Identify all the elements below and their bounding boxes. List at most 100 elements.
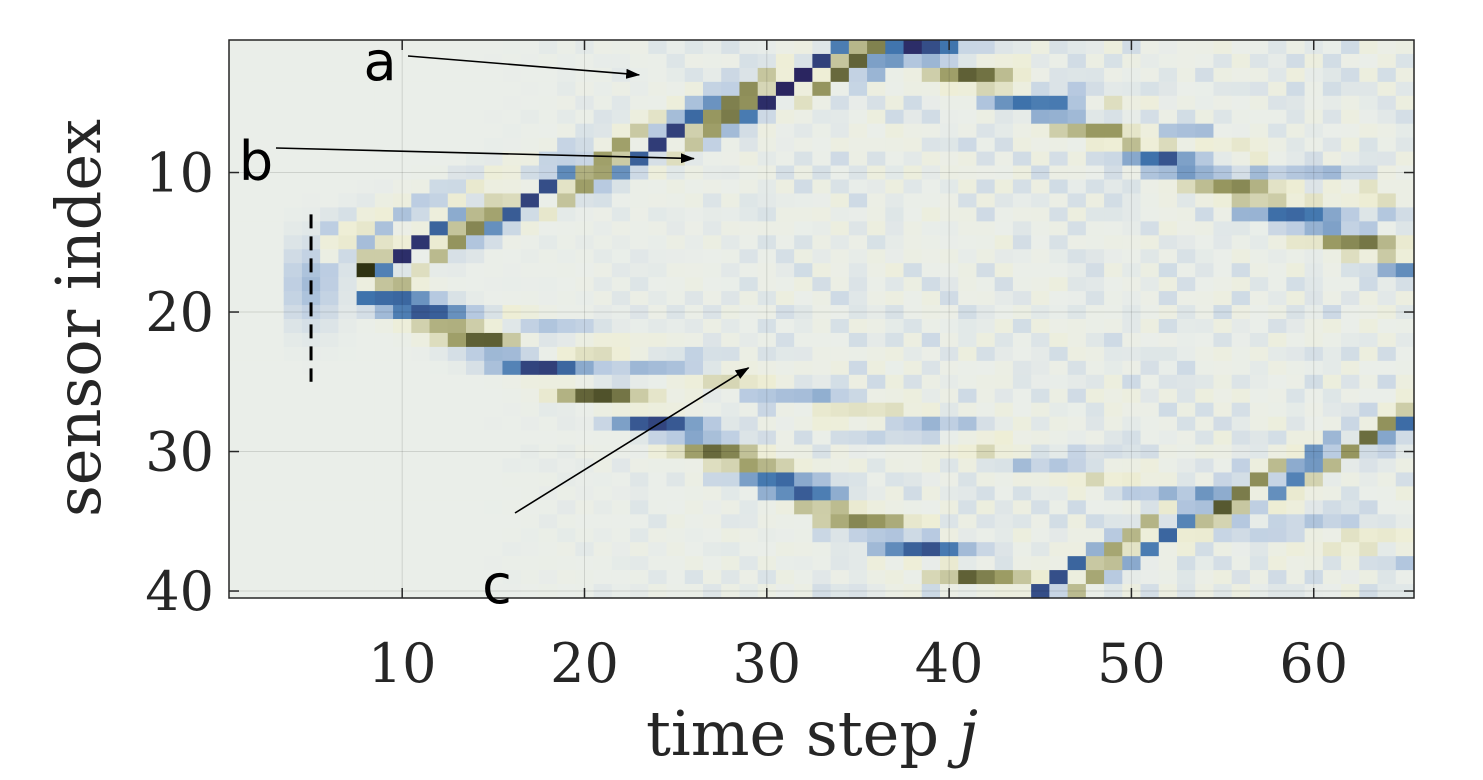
heatmap-cell [958,263,978,278]
heatmap-cell [994,570,1014,585]
heatmap-cell [1304,193,1324,208]
heatmap-cell [1377,332,1397,348]
heatmap-cell [1085,235,1105,250]
heatmap-cell [867,165,886,181]
heatmap-cell [538,235,558,250]
heatmap-cell [1104,277,1123,292]
heatmap-cell [393,123,412,139]
heatmap-cell [1140,249,1160,264]
heatmap-cell [1377,542,1397,557]
heatmap-cell [848,542,868,557]
heatmap-cell [1177,67,1196,83]
heatmap-cell [520,221,540,236]
heatmap-cell [502,81,522,97]
heatmap-cell [265,40,285,55]
heatmap-cell [593,514,613,529]
heatmap-cell [830,151,850,167]
heatmap-cell [265,249,285,264]
heatmap-cell [1104,95,1123,111]
heatmap-cell [921,137,941,153]
heatmap-cell [1231,528,1251,543]
heatmap-cell [611,500,631,515]
heatmap-cell [429,542,449,557]
heatmap-cell [885,332,905,348]
heatmap-cell [320,360,339,376]
heatmap-cell [466,570,485,585]
heatmap-cell [921,207,941,222]
heatmap-cell [393,193,412,208]
heatmap-cell [885,472,905,487]
heatmap-cell [921,235,941,250]
heatmap-cell [247,584,267,599]
heatmap-cell [374,500,394,515]
heatmap-cell [538,221,558,236]
heatmap-cell [265,584,285,599]
heatmap-cell [1268,388,1287,404]
heatmap-cell [411,123,431,139]
heatmap-cell [1104,584,1123,599]
heatmap-cell [994,263,1014,278]
heatmap-cell [684,221,704,236]
heatmap-cell [921,109,941,125]
heatmap-cell [958,360,978,376]
heatmap-cell [1067,165,1087,181]
heatmap-cell [812,277,832,292]
heatmap-cell [812,221,832,236]
heatmap-cell [1158,570,1178,585]
heatmap-cell [1341,40,1360,55]
heatmap-cell [1249,319,1269,334]
heatmap-cell [739,332,759,348]
heatmap-cell [484,402,504,418]
heatmap-cell [1249,402,1269,418]
heatmap-cell [466,360,485,376]
heatmap-cell [739,360,759,376]
heatmap-cell [1231,486,1251,501]
heatmap-cell [557,444,576,460]
heatmap-cell [903,332,923,348]
heatmap-cell [1268,67,1287,83]
heatmap-cell [739,388,759,404]
heatmap-cell [1085,332,1105,348]
heatmap-cell [940,319,959,334]
heatmap-cell [848,584,868,599]
heatmap-cell [867,570,886,585]
heatmap-cell [538,40,558,55]
heatmap-cell [940,472,959,487]
heatmap-cell [958,291,978,306]
heatmap-cell [283,179,303,195]
heatmap-cell [611,514,631,529]
heatmap-cell [229,193,248,208]
heatmap-cell [466,444,485,460]
heatmap-cell [466,528,485,543]
heatmap-cell [1395,179,1415,195]
heatmap-cell [356,388,376,404]
heatmap-cell [1395,81,1415,97]
heatmap-cell [1377,179,1397,195]
heatmap-cell [557,95,576,111]
heatmap-cell [940,67,959,83]
heatmap-cell [721,151,741,167]
heatmap-cell [502,137,522,153]
heatmap-cell [429,332,449,348]
heatmap-cell [466,584,485,599]
heatmap-cell [775,542,795,557]
heatmap-cell [648,305,668,320]
heatmap-cell [1049,165,1069,181]
heatmap-cell [575,291,595,306]
heatmap-cell [1304,402,1324,418]
heatmap-cell [684,542,704,557]
heatmap-cell [794,40,813,55]
heatmap-cell [557,346,576,362]
heatmap-cell [429,193,449,208]
heatmap-cell [812,95,832,111]
heatmap-cell [484,67,504,83]
heatmap-cell [848,500,868,515]
heatmap-cell [867,249,886,264]
heatmap-cell [320,430,339,446]
heatmap-cell [502,305,522,320]
heatmap-cell [1012,151,1032,167]
heatmap-cell [1195,570,1215,585]
heatmap-cell [338,388,358,404]
heatmap-cell [1012,263,1032,278]
heatmap-cell [1286,277,1306,292]
